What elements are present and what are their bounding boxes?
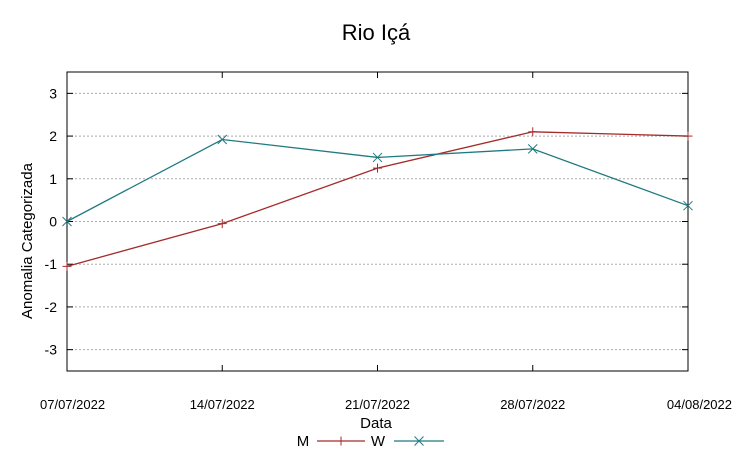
y-tick-label: -2 bbox=[45, 299, 58, 315]
data-point-m bbox=[62, 261, 72, 271]
x-tick-label: 07/07/2022 bbox=[40, 397, 105, 412]
y-tick-label: -3 bbox=[45, 342, 58, 358]
series-line-w bbox=[66, 138, 689, 223]
y-axis-label: Anomalia Categorizada bbox=[19, 162, 36, 319]
x-tick-label: 04/08/2022 bbox=[667, 397, 732, 412]
x-tick-label: 28/07/2022 bbox=[500, 397, 565, 412]
data-point-w bbox=[372, 152, 383, 163]
data-point-w bbox=[683, 200, 693, 211]
y-tick-label: 1 bbox=[49, 171, 57, 187]
data-point-w bbox=[217, 134, 228, 145]
data-point-m bbox=[217, 219, 227, 229]
data-point-m bbox=[683, 131, 693, 141]
legend-label-m: M bbox=[297, 433, 310, 450]
y-tick-label: -1 bbox=[45, 256, 58, 272]
data-point-m bbox=[373, 163, 382, 173]
y-tick-label: 3 bbox=[49, 85, 57, 101]
x-tick-label: 21/07/2022 bbox=[345, 397, 410, 412]
series-layer bbox=[62, 127, 693, 271]
x-axis: 07/07/2022 14/07/2022 21/07/2022 28/07/2022… bbox=[40, 72, 732, 412]
series-line-m bbox=[66, 131, 689, 267]
chart-title: Rio Içá bbox=[342, 20, 411, 45]
y-tick-label: 2 bbox=[49, 128, 57, 144]
data-point-w bbox=[527, 144, 538, 154]
gridlines bbox=[67, 92, 688, 351]
data-point-m bbox=[528, 127, 538, 137]
x-tick-label: 14/07/2022 bbox=[190, 397, 255, 412]
x-axis-label: Data bbox=[360, 415, 392, 432]
legend-label-w: W bbox=[371, 433, 386, 450]
y-tick-label: 0 bbox=[49, 214, 57, 230]
y-axis: -3 -2 -1 0 1 2 3 bbox=[45, 85, 688, 358]
data-point-w bbox=[62, 216, 72, 227]
legend-marker-m bbox=[336, 436, 346, 446]
legend-marker-w bbox=[414, 436, 424, 446]
